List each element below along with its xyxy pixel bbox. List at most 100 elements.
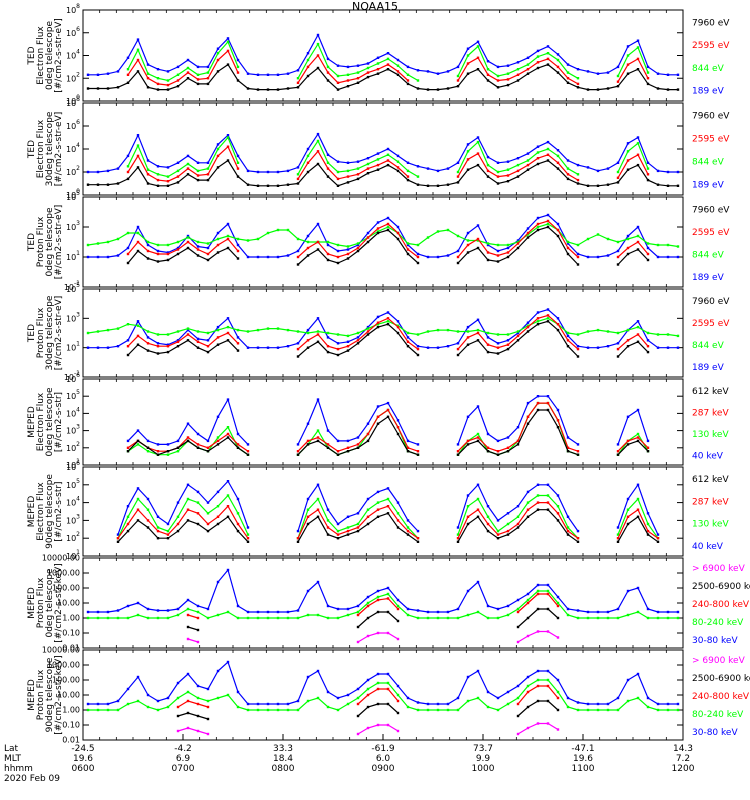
series-line: [457, 314, 579, 350]
y-axis-label: Proton Flux: [36, 669, 46, 720]
series-line: [617, 341, 649, 357]
series-line: [617, 440, 649, 456]
y-axis-label: Proton Flux: [36, 307, 46, 358]
series-line: [87, 223, 679, 248]
legend-entry: 30-80 keV: [692, 636, 738, 646]
y-tick-label: 1000.00: [47, 569, 80, 578]
y-axis-label: 30deg telescope: [45, 111, 55, 186]
series-line: [297, 415, 419, 456]
plot-frame: [82, 196, 684, 288]
data-point: [126, 165, 130, 168]
y-axis-label: Electron Flux: [36, 26, 46, 85]
y-axis-label: 90deg telescope: [45, 657, 55, 732]
y-axis-label: TED: [27, 46, 37, 65]
y-tick-label: 103: [66, 423, 80, 435]
data-point: [646, 71, 650, 74]
y-tick-label: 106: [66, 372, 80, 384]
legend-entry: 612 keV: [692, 387, 729, 397]
series-287-kev: [116, 501, 660, 540]
series-line: [617, 436, 649, 452]
x-tick-label-mlt: 19.6: [573, 754, 593, 764]
series-2500-6900-kev: [186, 607, 560, 632]
series-line: [297, 483, 419, 532]
y-tick-label: 0.10: [62, 721, 80, 730]
series-line: [87, 317, 679, 337]
series-7960-ev: [86, 63, 680, 91]
series-2500-6900-kev: [176, 699, 560, 721]
series-line: [517, 608, 559, 628]
series-line: [517, 630, 559, 643]
x-tick-label-mlt: 19.6: [73, 754, 93, 764]
series-line: [457, 152, 579, 181]
data-point: [296, 443, 300, 446]
y-tick-label: 108: [66, 96, 80, 108]
x-tick-label-lat: 14.3: [673, 744, 693, 754]
plot-frame: [82, 557, 684, 649]
series-line: [457, 226, 579, 265]
series-40-kev: [126, 395, 650, 446]
legend-entry: 189 eV: [692, 363, 725, 373]
series-612-kev: [126, 408, 650, 456]
legend-entry: 80-240 keV: [692, 618, 744, 628]
row-label-hhmm: hhmm: [4, 764, 33, 774]
series-line: [457, 56, 579, 85]
series-line: [357, 688, 399, 705]
legend-entry: 7960 eV: [692, 18, 730, 28]
series-line: [127, 332, 239, 347]
series-line: [297, 317, 419, 350]
x-axis: -24.519.60600-4.26.9070033.318.40800-61.…: [4, 734, 695, 784]
x-tick-label-hhmm: 0900: [372, 764, 395, 774]
series-line: [187, 626, 199, 631]
plot-frame: [82, 378, 684, 466]
series-line: [457, 395, 579, 445]
series-189-ev: [86, 308, 680, 349]
series-line: [617, 142, 649, 173]
y-tick-label: 105: [66, 477, 80, 489]
y-tick-label: 105: [66, 190, 80, 202]
legend-entry: 612 keV: [692, 475, 729, 485]
series-189-ev: [86, 132, 680, 174]
series-line: [297, 497, 419, 539]
y-tick-label: 105: [66, 282, 80, 294]
chart-panel-6: 101 102 103 104 105 106 MEPED Electron Flux 90de…: [27, 460, 729, 561]
chart-panel-3: 10-1 101 103 105 TED Proton Flux 0deg telescop…: [27, 190, 730, 292]
data-point: [116, 533, 120, 536]
x-tick-label-hhmm: 1100: [572, 764, 595, 774]
legend-entry: 2500-6900 keV: [692, 674, 750, 684]
series-line: [457, 402, 579, 456]
series-line: [457, 409, 579, 456]
series-line: [297, 505, 419, 539]
y-axis-label: MEPED: [27, 496, 37, 528]
x-tick-label-mlt: 6.0: [376, 754, 391, 764]
y-tick-label: 101: [66, 458, 80, 470]
y-axis-label: TED: [27, 140, 37, 159]
series-line: [297, 409, 419, 452]
series-line: [517, 593, 559, 613]
series-line: [357, 597, 399, 616]
series-line: [187, 614, 199, 619]
y-tick-label: 101: [66, 250, 80, 262]
series-line: [127, 436, 249, 456]
series-80-240-kev: [86, 678, 680, 712]
series-844-ev: [86, 317, 680, 338]
series-line: [127, 40, 239, 82]
series-line: [88, 308, 678, 349]
series-line: [457, 220, 579, 258]
row-label-lat: Lat: [4, 744, 19, 754]
x-tick-label-mlt: 6.9: [176, 754, 191, 764]
series-line: [177, 700, 209, 708]
y-tick-label: 106: [66, 25, 80, 37]
x-tick-label-lat: -47.1: [571, 744, 594, 754]
series-line: [117, 505, 249, 539]
legend-entry: 40 keV: [692, 451, 724, 461]
series-7960-ev: [126, 320, 650, 358]
data-point: [126, 439, 130, 443]
y-axis-label: MEPED: [27, 406, 37, 438]
series-line: [617, 153, 649, 179]
data-point: [246, 443, 250, 446]
series-line: [117, 480, 249, 535]
legend-entry: 7960 eV: [692, 205, 730, 215]
series-line: [88, 132, 678, 173]
series-line: [127, 398, 249, 445]
